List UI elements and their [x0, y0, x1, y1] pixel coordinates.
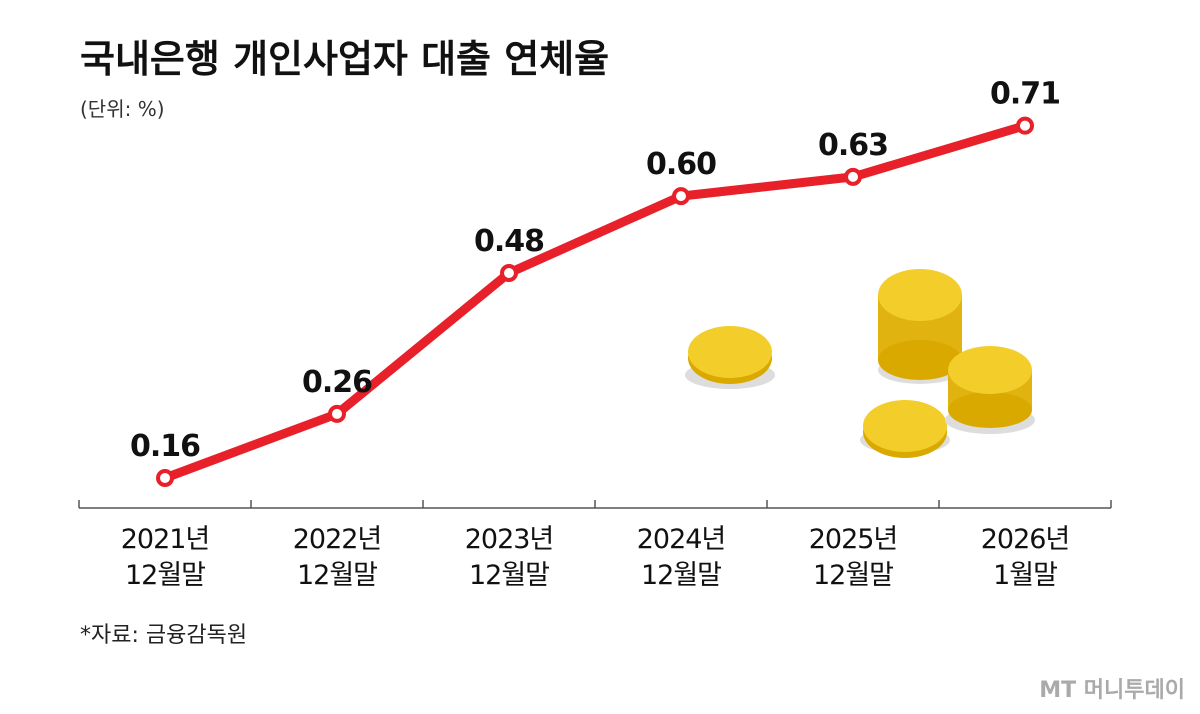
marker [500, 263, 518, 282]
data-label: 0.63 [818, 128, 888, 163]
coins [685, 269, 1035, 458]
source: *자료: 금융감독원 [80, 623, 247, 648]
data-label: 0.60 [646, 147, 716, 182]
marker [672, 187, 690, 206]
chart-title: 국내은행 개인사업자 대출 연체율 [80, 37, 609, 81]
data-label: 0.26 [302, 365, 372, 400]
subtitle: (단위: %) [80, 97, 165, 121]
x-tick-label: 2023년 12월말 [464, 524, 555, 591]
marker [156, 468, 174, 487]
x-tick-label: 2025년 12월말 [808, 524, 899, 591]
marker [328, 404, 346, 423]
data-label: 0.71 [990, 77, 1060, 112]
line [163, 121, 1027, 483]
x-tick-label: 2024년 12월말 [636, 524, 727, 591]
x-tick-label: 2022년 12월말 [292, 524, 383, 591]
marker [1016, 116, 1034, 135]
x-tick-label: 2026년 1월말 [980, 524, 1071, 591]
marker [844, 167, 862, 186]
data-label: 0.16 [130, 429, 200, 464]
data-label: 0.48 [474, 224, 544, 259]
watermark: MT 머니투데이 [1039, 678, 1185, 703]
x-tick-label: 2021년 12월말 [120, 524, 211, 591]
